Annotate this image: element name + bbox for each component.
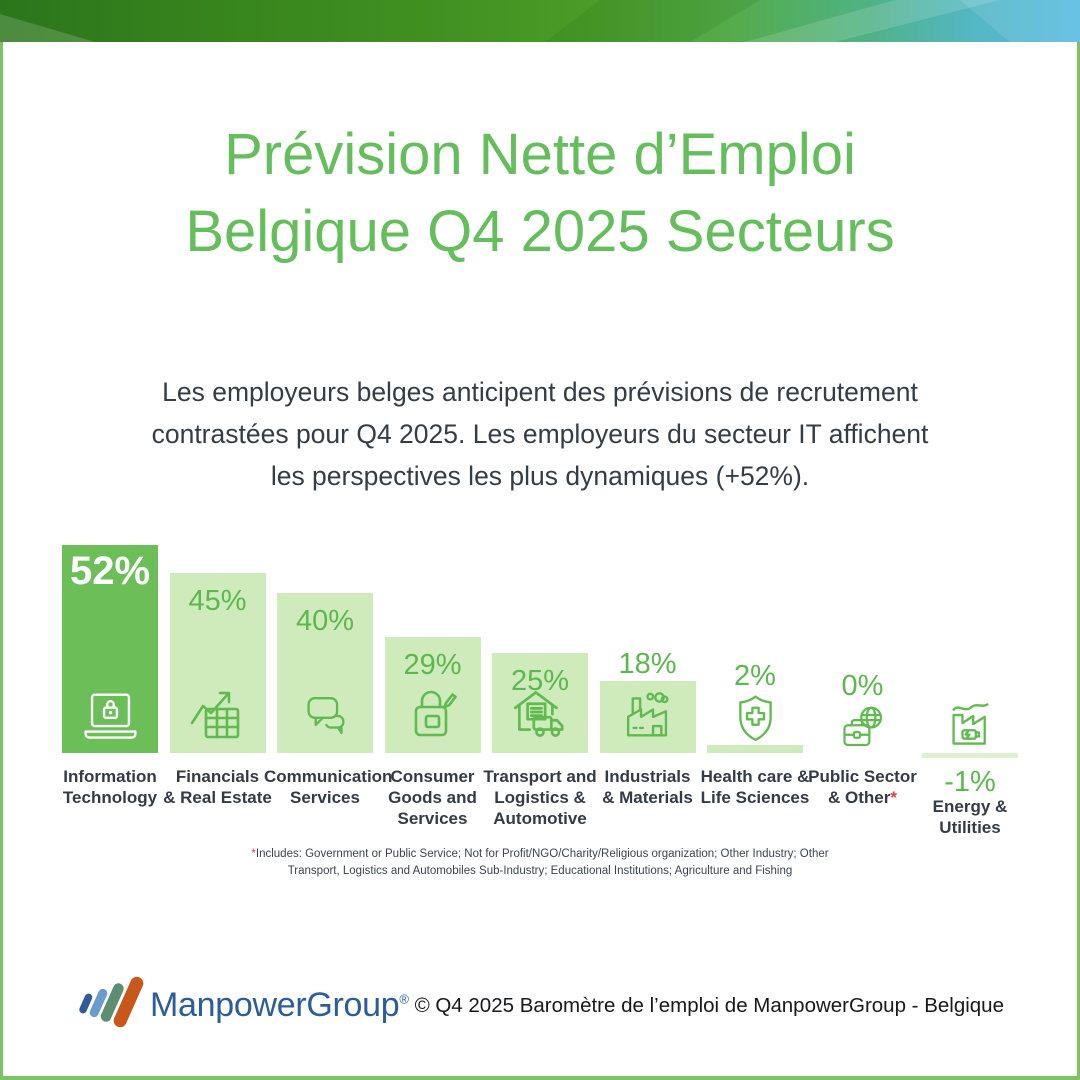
sector-label: Information Technology bbox=[62, 767, 158, 807]
briefcase-globe-icon bbox=[815, 703, 911, 751]
bar-value: 45% bbox=[188, 585, 247, 617]
bar-value: 29% bbox=[403, 649, 462, 681]
shield-cross-icon bbox=[707, 693, 803, 743]
bar bbox=[384, 637, 481, 753]
sector-column: 2% Health care & Life Sciences bbox=[701, 540, 810, 930]
footnote-line-1: Includes: Government or Public Service; … bbox=[255, 848, 829, 860]
sector-column: 45% Financials & Real Estate bbox=[163, 540, 272, 930]
sector-column: 40% Communication Services bbox=[264, 540, 392, 930]
sector-bar-chart: 52% Information Technology 45% Financials & R… bbox=[62, 540, 1018, 930]
bar-negative bbox=[922, 753, 1018, 758]
sector-label: Financials & Real Estate bbox=[163, 767, 272, 807]
factory-icon bbox=[600, 689, 696, 741]
sector-label: Consumer Goods and Services bbox=[388, 767, 477, 828]
bar bbox=[277, 593, 373, 753]
sector-column: 0% Public Sector & Other* bbox=[808, 540, 917, 930]
brand-wordmark: ManpowerGroup® bbox=[150, 986, 409, 1025]
page-title-line-2: Belgique Q4 2025 Secteurs bbox=[185, 199, 895, 264]
sector-label: Transport and Logistics & Automotive bbox=[483, 767, 597, 828]
copyright-text: © Q4 2025 Baromètre de l’emploi de Manpo… bbox=[414, 994, 1004, 1017]
bar bbox=[599, 681, 696, 753]
sector-label: Communication Services bbox=[264, 767, 393, 807]
bar-value: 40% bbox=[295, 605, 355, 637]
sector-label: Public Sector & Other* bbox=[808, 767, 917, 807]
bar-value: 2% bbox=[734, 660, 776, 692]
page-title-line-1: Prévision Nette d’Emploi bbox=[224, 122, 856, 187]
bar-value: 52% bbox=[69, 549, 151, 593]
intro-line-3: les perspectives les plus dynamiques (+5… bbox=[270, 461, 810, 491]
growth-chart-icon bbox=[170, 685, 266, 741]
top-banner bbox=[0, 0, 1080, 42]
bar-value: 18% bbox=[618, 648, 677, 680]
page-title: Prévision Nette d’Emploi Belgique Q4 202… bbox=[0, 116, 1080, 270]
frame-right bbox=[1077, 42, 1080, 1080]
footnote-asterisk: * bbox=[251, 848, 256, 860]
sector-column: 52% Information Technology bbox=[62, 540, 158, 930]
sector-column: 18% Industrials & Materials bbox=[599, 540, 696, 930]
bar-value: 0% bbox=[841, 670, 884, 702]
bar-value: 25% bbox=[510, 665, 570, 697]
footnote-line-2: Transport, Logistics and Automobiles Sub… bbox=[287, 865, 793, 877]
banner-angled-shapes bbox=[0, 0, 1080, 42]
energy-factory-icon bbox=[922, 699, 1018, 749]
laptop-lock-icon bbox=[62, 689, 158, 741]
bar bbox=[707, 745, 803, 753]
footnote: *Includes: Government or Public Service;… bbox=[0, 846, 1080, 880]
frame-left bbox=[0, 42, 3, 1080]
sector-label: Industrials & Materials bbox=[602, 767, 693, 807]
sector-column: 29% Consumer Goods and Services bbox=[384, 540, 481, 930]
speech-bubbles-icon bbox=[277, 691, 373, 741]
registered-mark: ® bbox=[399, 991, 409, 1007]
intro-text: Les employeurs belges anticipent des pré… bbox=[80, 371, 1000, 497]
sector-label: Energy & Utilities bbox=[932, 797, 1008, 837]
intro-line-1: Les employeurs belges anticipent des pré… bbox=[162, 377, 918, 407]
shopping-bag-icon bbox=[385, 685, 481, 741]
label-asterisk: * bbox=[890, 788, 897, 807]
frame-bottom bbox=[0, 1076, 1080, 1080]
manpowergroup-logo-icon bbox=[79, 976, 144, 1028]
intro-line-2: contrastées pour Q4 2025. Les employeurs… bbox=[151, 419, 929, 449]
sector-label: Health care & Life Sciences bbox=[700, 767, 810, 807]
brand-name: ManpowerGroup bbox=[150, 986, 400, 1024]
bar-value: -1% bbox=[944, 766, 996, 798]
sector-column: 25% Transport and Logistics & Automotive bbox=[483, 540, 597, 930]
sector-column: -1% Energy & Utilities bbox=[922, 540, 1018, 930]
